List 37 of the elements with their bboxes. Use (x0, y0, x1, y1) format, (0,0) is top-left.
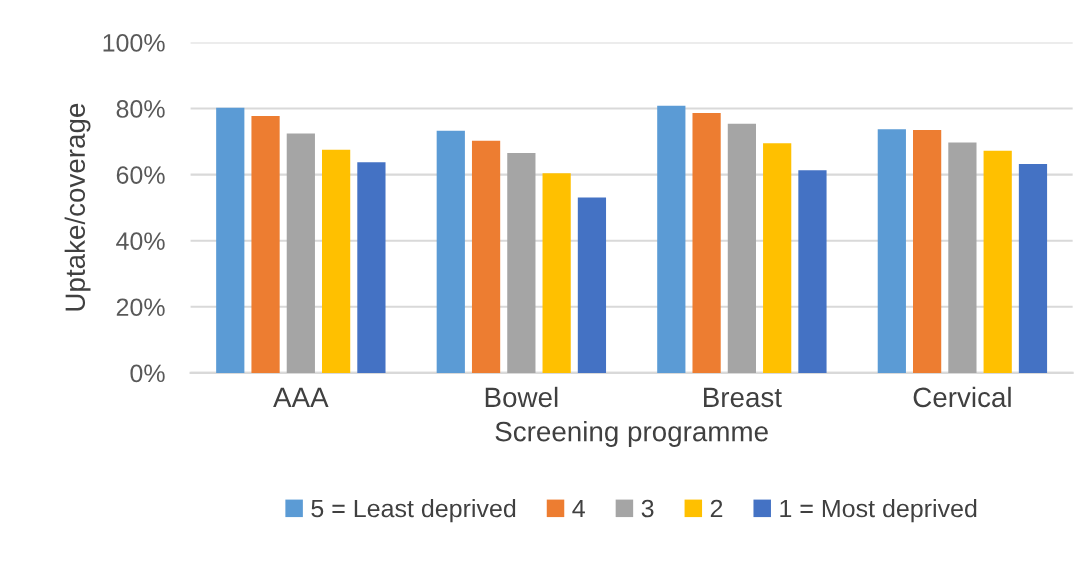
bar (216, 107, 245, 373)
bar (577, 197, 607, 373)
bar (507, 153, 536, 373)
legend-label: 5 = Least deprived (311, 498, 516, 523)
bar (542, 173, 571, 373)
bar (657, 105, 686, 373)
x-axis-title: Screening programme (495, 421, 768, 447)
x-tick-label: Bowel (485, 386, 558, 408)
bar (798, 170, 827, 373)
y-tick-label: 80% (116, 100, 165, 118)
y-tick-label: 100% (103, 33, 165, 52)
legend-label: 2 (710, 499, 723, 518)
y-axis-title: Uptake/coverage (64, 103, 91, 311)
bar (357, 162, 386, 373)
bar (983, 150, 1012, 373)
bar (436, 130, 465, 373)
legend-label: 4 (572, 499, 585, 518)
bar (877, 129, 906, 373)
legend-label: 3 (641, 499, 654, 518)
bar (286, 133, 315, 373)
bar (471, 140, 501, 373)
bar (763, 143, 792, 373)
legend-label: 1 = Most deprived (780, 498, 977, 523)
bar (948, 142, 977, 373)
x-tick-label: AAA (273, 387, 329, 407)
y-tick-label: 40% (116, 232, 165, 250)
x-tick-label: Breast (704, 387, 782, 408)
bar (692, 113, 721, 373)
x-tick-label: Cervical (913, 386, 1011, 408)
bar (251, 116, 280, 373)
y-tick-label: 0% (130, 364, 165, 383)
y-tick-label: 20% (116, 298, 165, 317)
bar (322, 149, 351, 373)
bar (1018, 164, 1048, 373)
bar (913, 129, 942, 373)
y-tick-label: 60% (116, 166, 165, 184)
bar (727, 123, 756, 373)
